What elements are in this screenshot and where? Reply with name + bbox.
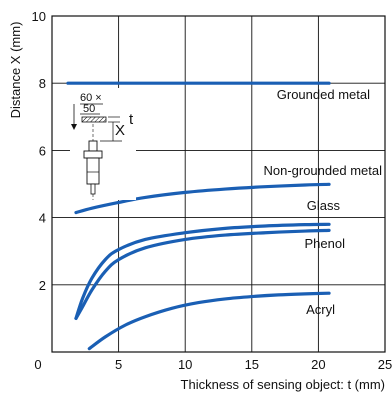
label-acryl: Acryl bbox=[306, 302, 335, 317]
inset-arrow-head bbox=[71, 124, 77, 130]
x-tick-labels: 0 5 10 15 20 25 bbox=[34, 357, 392, 372]
y-tick-label: 8 bbox=[39, 76, 46, 91]
x-tick-label: 15 bbox=[245, 357, 259, 372]
x-axis-label: Thickness of sensing object: t (mm) bbox=[181, 377, 385, 392]
label-grounded-metal: Grounded metal bbox=[277, 87, 370, 102]
x-tick-label: 20 bbox=[311, 357, 325, 372]
y-tick-label: 6 bbox=[39, 143, 46, 158]
x-tick-label: 5 bbox=[115, 357, 122, 372]
label-non-grounded-metal: Non-grounded metal bbox=[263, 163, 382, 178]
plot-frame bbox=[51, 15, 386, 353]
series-lines bbox=[66, 81, 331, 351]
y-tick-label: 10 bbox=[32, 9, 46, 24]
x-tick-label: 10 bbox=[178, 357, 192, 372]
y-axis-label: Distance X (mm) bbox=[8, 22, 23, 119]
y-tick-label: 2 bbox=[39, 278, 46, 293]
sensor-cable bbox=[90, 183, 96, 195]
series-line-non-grounded-metal bbox=[74, 182, 331, 215]
inset-t-label: t bbox=[129, 111, 134, 128]
sensing-object-plate bbox=[81, 116, 107, 123]
sensor-nut bbox=[83, 150, 103, 159]
x-tick-label: 0 bbox=[34, 357, 41, 372]
x-tick-label: 25 bbox=[378, 357, 392, 372]
inset-x-label: X bbox=[115, 122, 125, 139]
inset-dim-50: 50 bbox=[83, 103, 95, 115]
sensor-body bbox=[86, 157, 100, 185]
sensor-diagram-inset: 60 × 50 t X bbox=[70, 88, 136, 200]
series-line-glass bbox=[74, 222, 331, 320]
series-line-phenol bbox=[74, 228, 331, 320]
y-tick-labels: 2 4 6 8 10 bbox=[32, 9, 46, 293]
label-phenol: Phenol bbox=[305, 236, 346, 251]
label-glass: Glass bbox=[307, 198, 341, 213]
inset-background bbox=[70, 88, 136, 200]
series-line-acryl bbox=[87, 291, 331, 351]
y-tick-label: 4 bbox=[39, 211, 46, 226]
sensor-head bbox=[88, 140, 98, 152]
inset-dim-60: 60 × bbox=[80, 92, 102, 104]
